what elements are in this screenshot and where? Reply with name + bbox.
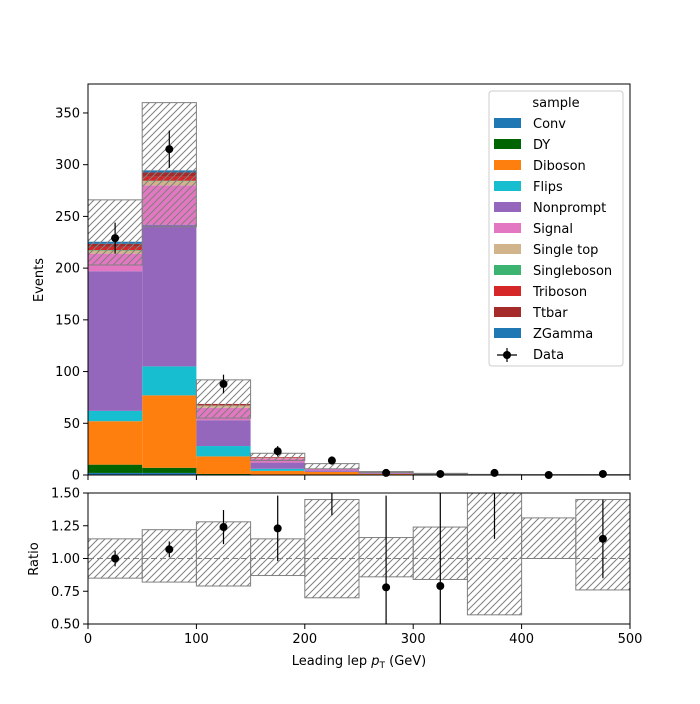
ratio-ytick-label-0: 0.50 <box>51 618 80 633</box>
data-point-7 <box>491 469 499 477</box>
ratio-point-3 <box>274 524 282 532</box>
ratio-point-0 <box>111 555 119 563</box>
bar-nonprompt-2 <box>196 420 250 446</box>
ratio-point-5 <box>382 583 390 591</box>
legend-label-0: Conv <box>533 117 566 132</box>
bar-nonprompt-0 <box>88 271 142 411</box>
legend-label-8: Triboson <box>532 285 587 300</box>
data-point-6 <box>436 470 444 478</box>
ratio-point-9 <box>599 535 607 543</box>
legend-swatch-7 <box>494 265 521 275</box>
legend-label-5: Signal <box>533 222 573 237</box>
legend-swatch-10 <box>494 328 521 338</box>
data-point-4 <box>328 457 336 465</box>
legend-label-9: Ttbar <box>532 306 568 321</box>
legend-swatch-9 <box>494 307 521 317</box>
bar-diboson-2 <box>196 456 250 474</box>
ratio-xtick-label-3: 300 <box>401 632 426 647</box>
ratio-y-axis-label: Ratio <box>27 542 42 575</box>
x-axis-label: Leading lep pT (GeV) <box>292 654 426 671</box>
legend-label-1: DY <box>533 138 550 153</box>
ratio-point-7 <box>491 482 499 490</box>
ratio-xtick-label-1: 100 <box>184 632 209 647</box>
main-ytick-label-2: 100 <box>55 365 80 380</box>
bar-nonprompt-4 <box>305 470 359 472</box>
bar-flips-2 <box>196 446 250 456</box>
ratio-xtick-label-0: 0 <box>84 632 92 647</box>
legend-label-3: Flips <box>533 180 563 195</box>
legend-title: sample <box>532 96 579 111</box>
data-point-1 <box>165 145 173 153</box>
main-ytick-label-4: 200 <box>55 262 80 277</box>
bar-diboson-1 <box>142 395 196 467</box>
ratio-ytick-label-1: 0.75 <box>51 585 80 600</box>
legend-swatch-5 <box>494 223 521 233</box>
ratio-point-1 <box>165 545 173 553</box>
main-y-ticks: 0 50 100 150 200 250 300 350 <box>55 106 88 483</box>
ratio-x-ticks: 0 100 200 300 400 500 <box>84 624 643 647</box>
legend-label-2: Diboson <box>533 159 586 174</box>
bar-nonprompt-3 <box>251 463 305 469</box>
legend-swatch-4 <box>494 202 521 212</box>
ratio-y-ticks: 0.50 0.75 1.00 1.25 1.50 <box>51 487 88 633</box>
legend-label-6: Single top <box>533 243 598 258</box>
main-ytick-label-6: 300 <box>55 158 80 173</box>
main-ytick-label-7: 350 <box>55 106 80 121</box>
main-ytick-label-1: 50 <box>63 417 80 432</box>
bar-diboson-3 <box>251 471 305 475</box>
bar-dy-1 <box>142 468 196 473</box>
legend-swatch-3 <box>494 181 521 191</box>
bar-flips-1 <box>142 366 196 395</box>
legend-swatch-1 <box>494 139 521 149</box>
bar-flips-3 <box>251 469 305 471</box>
ratio-point-4 <box>328 476 336 484</box>
legend-swatch-6 <box>494 244 521 254</box>
data-point-2 <box>220 380 228 388</box>
ratio-xtick-label-2: 200 <box>292 632 317 647</box>
bar-diboson-0 <box>88 421 142 464</box>
legend-label-7: Singleboson <box>533 264 612 279</box>
ratio-ytick-label-4: 1.50 <box>51 487 80 502</box>
ratio-xtick-label-4: 400 <box>509 632 534 647</box>
data-point-0 <box>111 234 119 242</box>
legend-data-marker <box>503 351 511 359</box>
ratio-point-6 <box>436 582 444 590</box>
ratio-ytick-label-3: 1.25 <box>51 519 80 534</box>
main-y-axis-label: Events <box>32 258 47 302</box>
legend-label-10: ZGamma <box>533 327 593 342</box>
main-ytick-label-3: 150 <box>55 313 80 328</box>
legend-swatch-8 <box>494 286 521 296</box>
ratio-band-bin-8 <box>522 518 576 559</box>
legend-swatch-0 <box>494 118 521 128</box>
ratio-xtick-label-5: 500 <box>618 632 643 647</box>
data-point-5 <box>382 469 390 477</box>
data-point-9 <box>599 470 607 478</box>
bar-nonprompt-1 <box>142 225 196 367</box>
main-ytick-label-0: 0 <box>72 469 80 484</box>
legend-label-data: Data <box>533 348 564 363</box>
bar-dy-0 <box>88 465 142 473</box>
data-point-3 <box>274 447 282 455</box>
legend: sample Conv DY Diboson Flips Nonprompt Signal… <box>489 91 623 366</box>
legend-label-4: Nonprompt <box>533 201 606 216</box>
ratio-ytick-label-2: 1.00 <box>51 552 80 567</box>
main-ytick-label-5: 250 <box>55 210 80 225</box>
ratio-point-2 <box>220 523 228 531</box>
bar-flips-0 <box>88 411 142 421</box>
legend-swatch-2 <box>494 160 521 170</box>
